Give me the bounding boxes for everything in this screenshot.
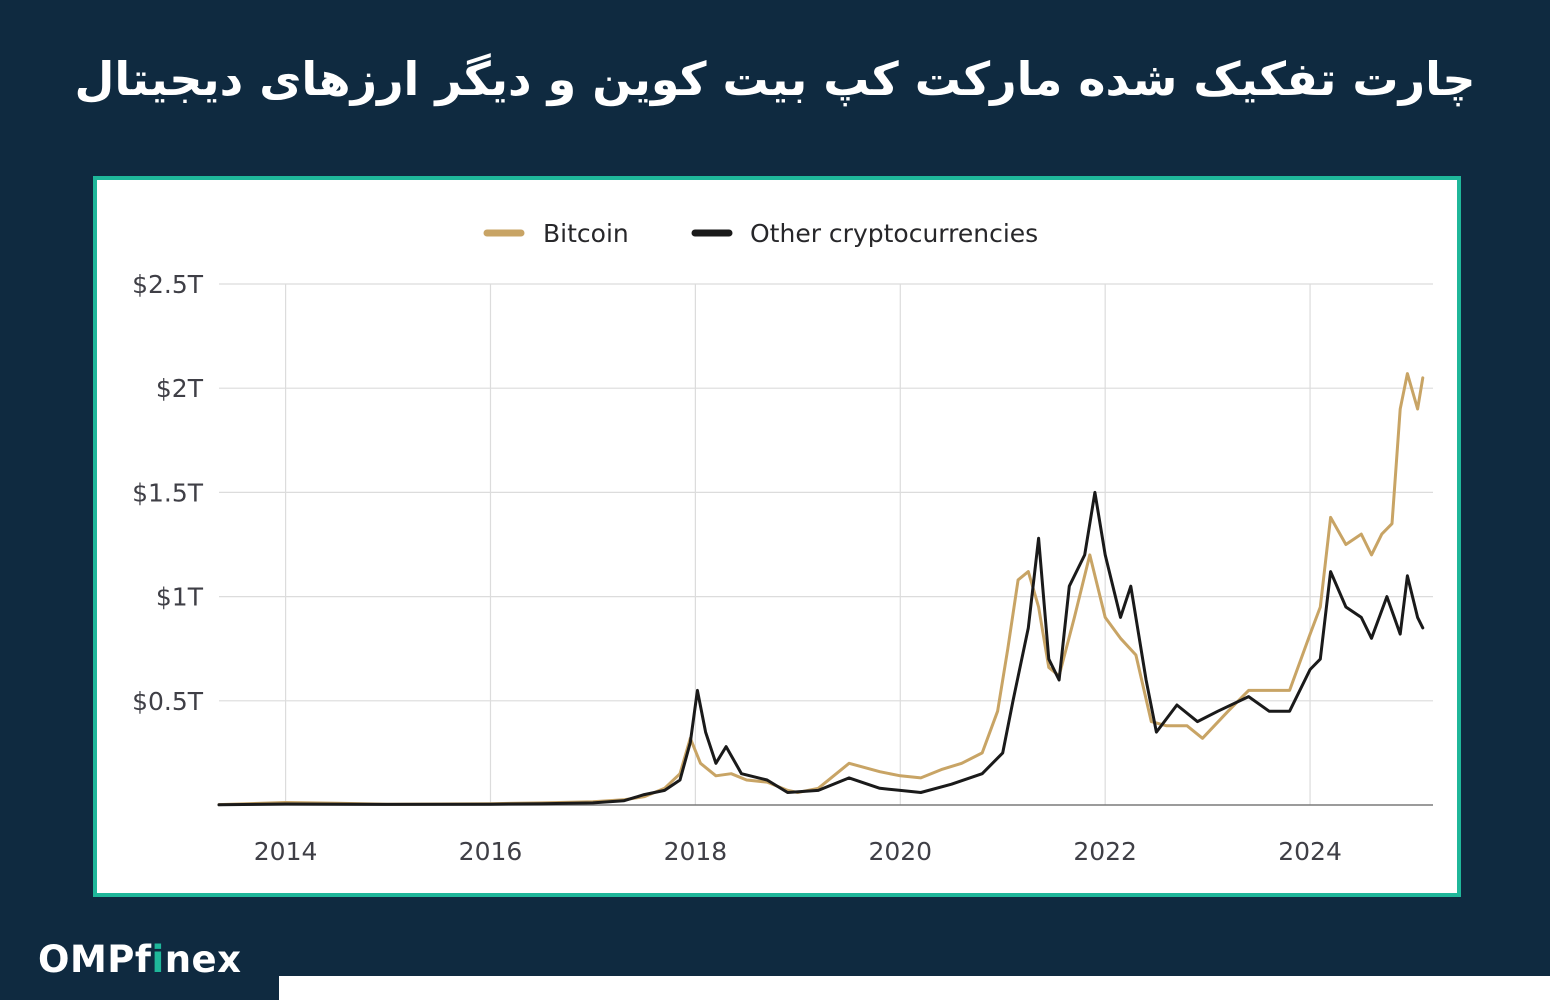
market-cap-chart: $0.5T $1T $1.5T $2T $2.5T 2014 2016 2018 2020 202…	[132, 219, 1433, 866]
x-tick-label: 2016	[459, 837, 523, 866]
footer-strip	[279, 976, 1550, 1000]
bitcoin-series-line	[217, 372, 1425, 807]
y-tick-label: $2T	[156, 374, 204, 403]
x-tick-label: 2018	[664, 837, 728, 866]
chart-frame: $0.5T $1T $1.5T $2T $2.5T 2014 2016 2018 2020 202…	[93, 176, 1461, 897]
other-crypto-series-line	[217, 490, 1425, 807]
x-tick-label: 2014	[254, 837, 318, 866]
y-tick-label: $1.5T	[132, 478, 204, 507]
page-title: چارت تفکیک شده مارکت کپ بیت کوین و دیگر …	[74, 52, 1476, 106]
y-tick-label: $0.5T	[132, 687, 204, 716]
legend-label: Other cryptocurrencies	[750, 219, 1038, 248]
x-tick-label: 2024	[1278, 837, 1342, 866]
brand-logo: OMPfinex	[38, 938, 242, 981]
x-tick-label: 2020	[868, 837, 932, 866]
y-tick-label: $2.5T	[132, 270, 204, 299]
y-tick-label: $1T	[156, 583, 204, 612]
x-tick-label: 2022	[1073, 837, 1137, 866]
legend-label: Bitcoin	[543, 219, 629, 248]
